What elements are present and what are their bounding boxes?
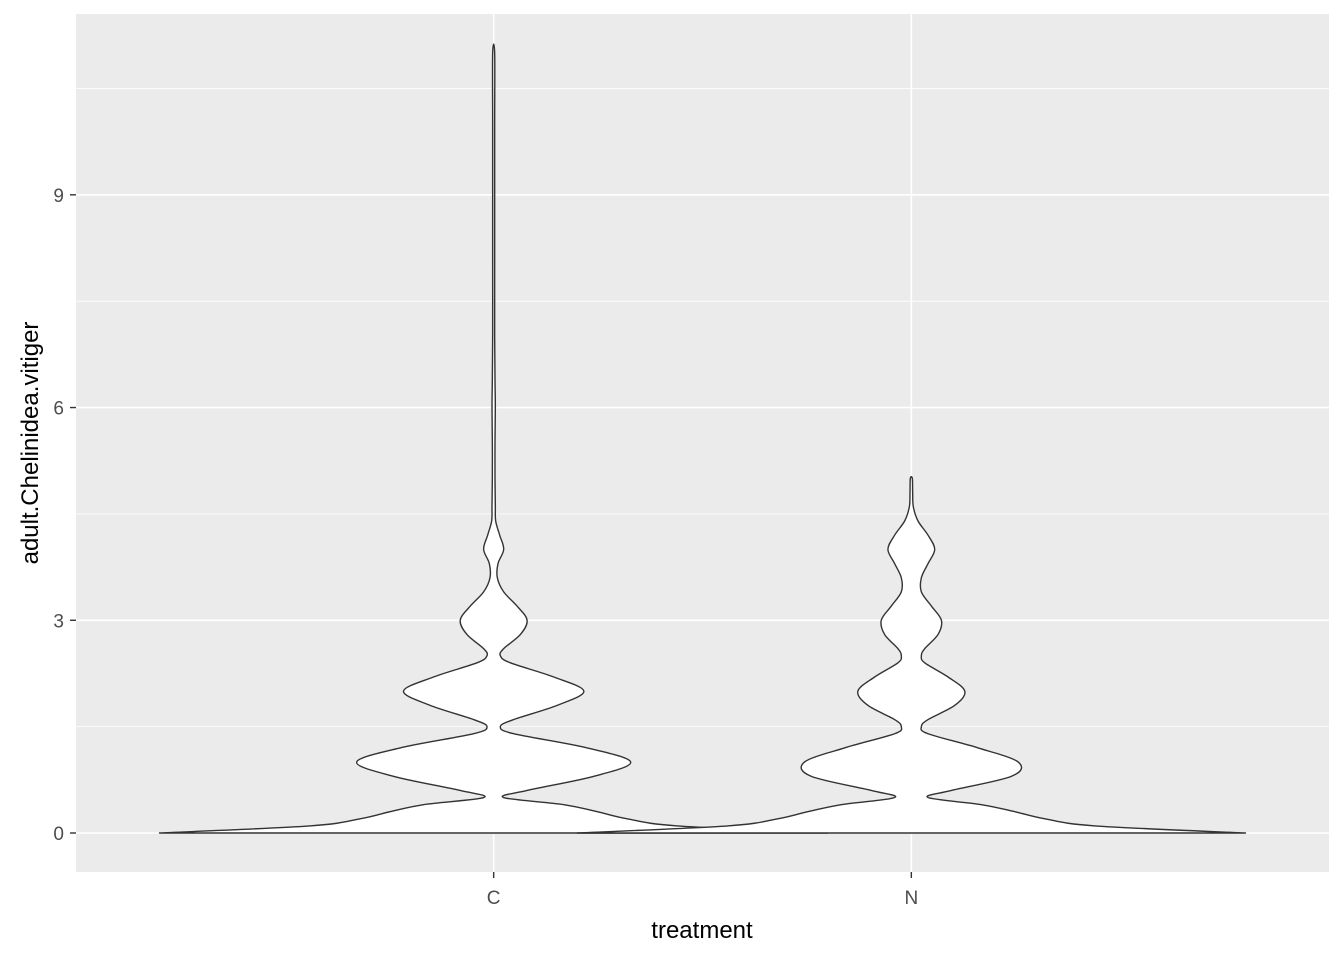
violins	[158, 43, 1247, 834]
y-axis-title: adult.Chelinidea.vitiger	[17, 322, 44, 565]
axes: 0 3 6 9 C N	[53, 186, 918, 909]
x-tick-label: C	[487, 888, 501, 909]
y-tick-label: 0	[53, 824, 64, 845]
violin-N	[576, 475, 1247, 834]
y-tick-label: 9	[53, 186, 64, 207]
x-axis-title: treatment	[651, 917, 753, 944]
violin-C	[158, 43, 829, 834]
y-tick-label: 6	[53, 399, 64, 420]
x-tick-label: N	[904, 888, 918, 909]
plot-panel	[76, 14, 1329, 872]
y-tick-label: 3	[53, 611, 64, 632]
